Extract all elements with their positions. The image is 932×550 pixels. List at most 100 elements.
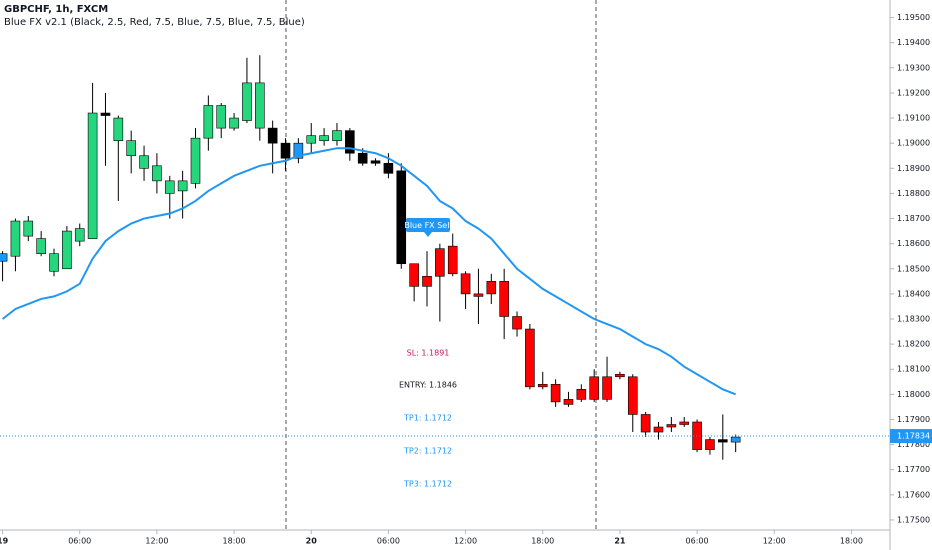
take-profit: TP1: 1.1712 [403, 414, 452, 423]
last-price-box [890, 429, 932, 444]
y-tick-label: 1.18500 [897, 264, 930, 273]
candle-body [267, 127, 278, 144]
candle-body [10, 220, 21, 257]
candle-body [203, 105, 214, 139]
y-tick-label: 1.17700 [897, 465, 930, 474]
candle-body [306, 135, 317, 144]
x-tick-label: 12:00 [763, 537, 786, 546]
candle-body [525, 328, 535, 388]
y-tick-label: 1.19200 [897, 88, 930, 97]
y-tick-label: 1.19300 [897, 63, 930, 72]
candle-body [62, 230, 72, 270]
y-tick-label: 1.18800 [897, 189, 930, 198]
y-tick-label: 1.17900 [897, 415, 930, 424]
x-tick-label: 06:00 [68, 537, 91, 546]
candle-body [615, 373, 625, 378]
take-profit: TP3: 1.1712 [403, 480, 452, 489]
candle-body [692, 421, 702, 450]
candle-body [730, 436, 741, 443]
candle-body [242, 82, 252, 121]
candle-body [486, 281, 497, 295]
candle-body [0, 253, 8, 262]
candle-body [512, 316, 522, 330]
candle-body [447, 245, 458, 275]
candle-body [679, 421, 690, 425]
entry: ENTRY: 1.1846 [399, 381, 457, 390]
candle-body [499, 281, 509, 317]
candle-body [370, 160, 381, 164]
candle-body [589, 376, 599, 400]
candle-body [190, 137, 201, 184]
candle-body [653, 426, 664, 433]
candle-body [216, 105, 227, 129]
candle-body [49, 253, 59, 272]
candle-body [36, 238, 46, 254]
candle-body [87, 112, 98, 239]
x-tick-label: 18:00 [531, 537, 554, 546]
last-price-label: 1.17834 [897, 432, 930, 441]
signal-label-box [406, 218, 450, 232]
y-tick-label: 1.18400 [897, 289, 930, 298]
y-tick-label: 1.17800 [897, 440, 930, 449]
candle-body [627, 376, 638, 415]
x-tick-label: 19 [0, 537, 9, 546]
take-profit: TP2: 1.1712 [403, 447, 452, 456]
moving-average [1, 147, 737, 396]
candle-body [537, 384, 548, 388]
x-tick-label: 12:00 [145, 537, 168, 546]
plot [0, 55, 741, 460]
y-tick-label: 1.17600 [897, 490, 930, 499]
candle-body [396, 170, 407, 265]
x-tick-label: 06:00 [377, 537, 400, 546]
y-tick-label: 1.18100 [897, 365, 930, 374]
x-tick-label: 06:00 [686, 537, 709, 546]
candle-body [229, 117, 239, 129]
candle-body [460, 273, 471, 295]
y-tick-label: 1.18200 [897, 340, 930, 349]
candle-body [666, 424, 677, 428]
y-tick-label: 1.18900 [897, 164, 930, 173]
candle-body [126, 140, 136, 157]
y-tick-label: 1.19000 [897, 139, 930, 148]
signal-pointer [424, 232, 432, 237]
signal-label: Blue FX Sell [404, 221, 451, 230]
y-tick-label: 1.19400 [897, 38, 930, 47]
y-tick-label: 1.18600 [897, 239, 930, 248]
candle-body [435, 248, 445, 277]
y-tick-label: 1.17500 [897, 515, 930, 524]
candle-body [293, 142, 304, 159]
candle-body [550, 384, 561, 403]
candle-body [23, 220, 34, 237]
candle-body [345, 130, 355, 154]
candle-body [100, 112, 111, 116]
y-tick-label: 1.18300 [897, 315, 930, 324]
candle-body [640, 414, 651, 433]
candle-body [139, 155, 149, 169]
candle-body [563, 399, 574, 405]
candle-body [705, 439, 715, 450]
candle-body [254, 82, 265, 129]
x-tick-label: 18:00 [223, 537, 246, 546]
candle-body [280, 142, 291, 159]
candle-body [177, 180, 188, 192]
candle-body [357, 152, 368, 164]
candle-body [422, 276, 432, 287]
indicator: Blue FX v2.1 (Black, 2.5, Red, 7.5, Blue… [4, 17, 305, 28]
x-tick-label: 21 [614, 537, 626, 546]
candle-body [602, 376, 612, 400]
candle-body [164, 180, 175, 194]
candle-body [152, 165, 162, 182]
candle-body [319, 135, 329, 141]
stop-loss: SL: 1.1891 [407, 349, 450, 358]
y-tick-label: 1.19100 [897, 114, 930, 123]
candle-body [473, 293, 484, 297]
y-tick-label: 1.18700 [897, 214, 930, 223]
candle-body [718, 439, 728, 443]
symbol: GBPCHF, 1h, FXCM [4, 4, 108, 15]
x-tick-label: 20 [306, 537, 318, 546]
candle-body [74, 228, 85, 242]
candle-body [113, 117, 124, 141]
x-tick-label: 18:00 [840, 537, 863, 546]
